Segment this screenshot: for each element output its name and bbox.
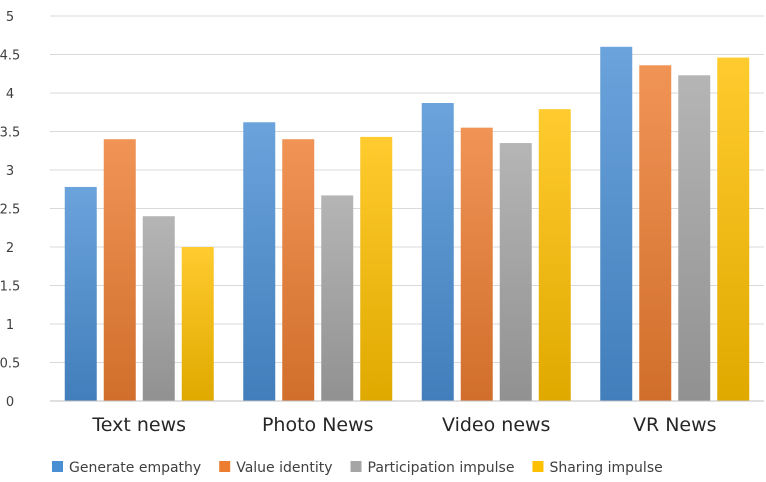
bar — [142, 216, 175, 401]
x-category-label: Video news — [442, 414, 550, 436]
bar — [421, 103, 454, 401]
y-tick-label: 4.5 — [0, 49, 20, 64]
bar — [243, 122, 276, 401]
bar — [460, 127, 493, 402]
bar — [181, 247, 214, 401]
legend-swatch — [532, 461, 544, 472]
legend-label: Sharing impulse — [549, 460, 662, 476]
x-category-label: VR News — [633, 414, 717, 436]
y-tick-label: 1 — [6, 318, 14, 333]
y-tick-label: 4 — [6, 87, 14, 102]
bar — [499, 143, 532, 402]
y-tick-label: 3.5 — [0, 126, 20, 141]
y-tick-label: 3 — [6, 164, 14, 179]
legend-label: Value identity — [236, 460, 332, 476]
x-category-label: Text news — [91, 414, 186, 436]
y-tick-label: 2 — [6, 241, 14, 256]
y-tick-label: 1.5 — [0, 280, 20, 295]
bar — [64, 186, 97, 401]
bar — [282, 139, 315, 401]
legend-label: Generate empathy — [69, 460, 201, 476]
legend: Generate empathy Value identity Participat… — [52, 460, 663, 476]
x-axis-labels: Text news Photo News Video news VR News — [91, 414, 716, 436]
legend-swatch — [350, 461, 362, 472]
y-tick-label: 0 — [6, 395, 14, 410]
y-tick-label: 5 — [6, 10, 14, 25]
bar — [103, 139, 136, 401]
bar — [538, 109, 571, 402]
y-tick-label: 0.5 — [0, 357, 20, 372]
legend-label: Participation impulse — [368, 460, 515, 476]
bar — [717, 57, 750, 402]
bar — [321, 195, 354, 401]
bar — [360, 136, 393, 401]
y-tick-label: 2.5 — [0, 203, 20, 218]
bar — [600, 46, 633, 402]
bars — [64, 46, 750, 402]
legend-swatch — [52, 461, 63, 472]
x-category-label: Photo News — [262, 414, 374, 436]
y-axis-labels: 0 0.5 1 1.5 2 2.5 3 3.5 4 4.5 5 — [0, 10, 20, 410]
bar — [639, 65, 672, 401]
bar — [678, 75, 711, 401]
legend-swatch — [219, 461, 231, 472]
